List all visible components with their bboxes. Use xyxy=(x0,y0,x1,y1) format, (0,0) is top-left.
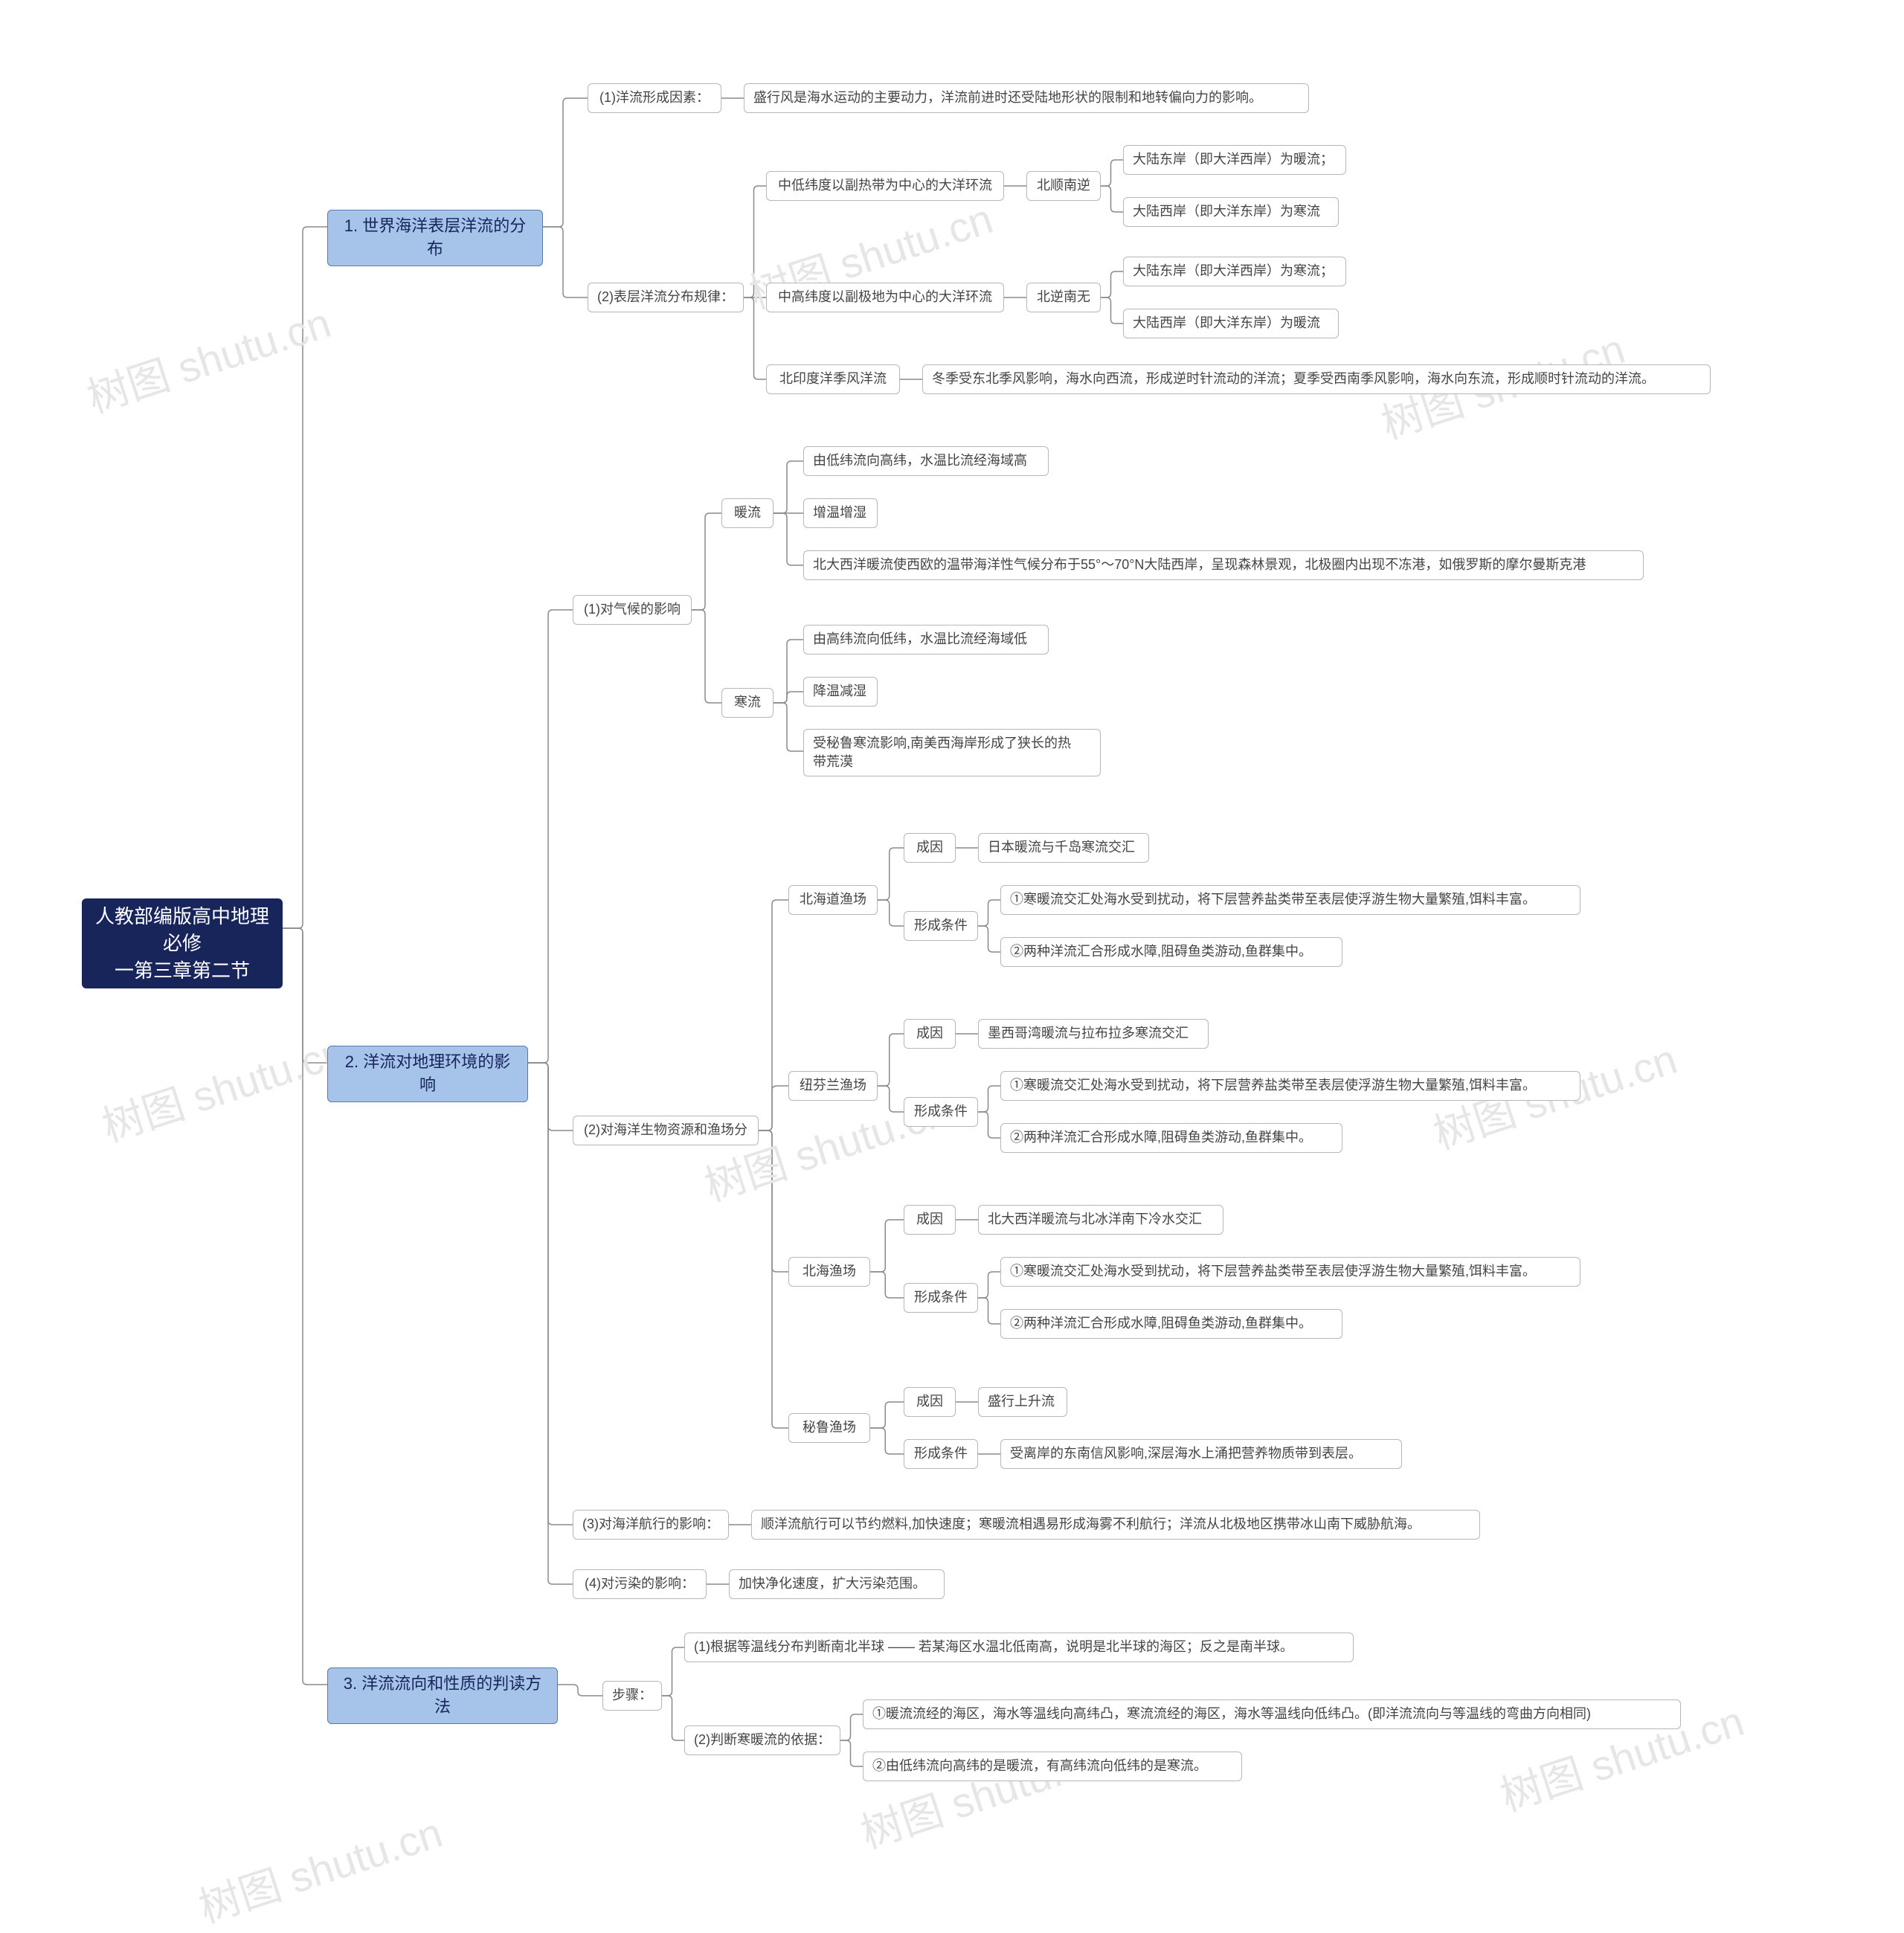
node-s3a1: (1)根据等温线分布判断南北半球 —— 若某海区水温北低南高，说明是北半球的海区… xyxy=(684,1633,1354,1662)
node-s2b3b: 形成条件 xyxy=(904,1283,978,1313)
node-s2: 2. 洋流对地理环境的影响 xyxy=(327,1046,528,1102)
node-s2c: (3)对海洋航行的影响： xyxy=(573,1510,729,1540)
node-s2b3b2: ②两种洋流汇合形成水障,阻碍鱼类游动,鱼群集中。 xyxy=(1000,1309,1342,1339)
node-s1b1a: 北顺南逆 xyxy=(1026,171,1101,201)
node-s2b1a1: 日本暖流与千岛寒流交汇 xyxy=(978,833,1149,863)
node-s2b1b: 形成条件 xyxy=(904,911,978,941)
node-s2b4a1: 盛行上升流 xyxy=(978,1387,1067,1417)
node-s1a1: 盛行风是海水运动的主要动力，洋流前进时还受陆地形状的限制和地转偏向力的影响。 xyxy=(744,83,1309,113)
watermark: 树图 shutu.cn xyxy=(79,290,338,425)
node-s2b1b2: ②两种洋流汇合形成水障,阻碍鱼类游动,鱼群集中。 xyxy=(1000,937,1342,967)
node-s1b3a: 冬季受东北季风影响，海水向西流，形成逆时针流动的洋流；夏季受西南季风影响，海水向… xyxy=(922,364,1711,394)
node-s2a2: 寒流 xyxy=(721,688,774,718)
node-s2b2a1: 墨西哥湾暖流与拉布拉多寒流交汇 xyxy=(978,1019,1209,1049)
node-s2c1: 顺洋流航行可以节约燃料,加快速度；寒暖流相遇易形成海雾不利航行；洋流从北极地区携… xyxy=(751,1510,1480,1540)
node-s3: 3. 洋流流向和性质的判读方法 xyxy=(327,1667,558,1724)
node-s2b4: 秘鲁渔场 xyxy=(788,1413,870,1443)
node-s2b4b: 形成条件 xyxy=(904,1439,978,1469)
node-root: 人教部编版高中地理必修 一第三章第二节 xyxy=(82,898,283,988)
watermark: 树图 shutu.cn xyxy=(852,1725,1111,1861)
node-s2a1: 暖流 xyxy=(721,498,774,528)
node-s2b2b2: ②两种洋流汇合形成水障,阻碍鱼类游动,鱼群集中。 xyxy=(1000,1123,1342,1153)
node-s2b3b1: ①寒暖流交汇处海水受到扰动，将下层营养盐类带至表层使浮游生物大量繁殖,饵料丰富。 xyxy=(1000,1257,1580,1287)
node-s2b1a: 成因 xyxy=(904,833,956,863)
node-s2b2a: 成因 xyxy=(904,1019,956,1049)
node-s2b3a1: 北大西洋暖流与北冰洋南下冷水交汇 xyxy=(978,1205,1223,1235)
node-s2b1: 北海道渔场 xyxy=(788,885,878,915)
node-s2a1a: 由低纬流向高纬，水温比流经海域高 xyxy=(803,446,1049,476)
node-s2d1: 加快净化速度，扩大污染范围。 xyxy=(729,1569,945,1599)
node-s2b2b1: ①寒暖流交汇处海水受到扰动，将下层营养盐类带至表层使浮游生物大量繁殖,饵料丰富。 xyxy=(1000,1071,1580,1101)
node-s1b1a1: 大陆东岸（即大洋西岸）为暖流； xyxy=(1123,145,1346,175)
node-s2b2: 纽芬兰渔场 xyxy=(788,1071,878,1101)
node-s2b3: 北海渔场 xyxy=(788,1257,870,1287)
node-s1a: (1)洋流形成因素： xyxy=(588,83,721,113)
watermark: 树图 shutu.cn xyxy=(94,1019,353,1154)
node-s1b2a: 北逆南无 xyxy=(1026,283,1101,312)
mindmap-canvas: 树图 shutu.cn 树图 shutu.cn 树图 shutu.cn 树图 shut… xyxy=(0,0,1904,1933)
node-s2b4b1: 受离岸的东南信风影响,深层海水上涌把营养物质带到表层。 xyxy=(1000,1439,1402,1469)
node-s2b1b1: ①寒暖流交汇处海水受到扰动，将下层营养盐类带至表层使浮游生物大量繁殖,饵料丰富。 xyxy=(1000,885,1580,915)
node-s1b: (2)表层洋流分布规律： xyxy=(588,283,744,312)
node-s2b2b: 形成条件 xyxy=(904,1097,978,1127)
watermark: 树图 shutu.cn xyxy=(190,1800,449,1933)
node-s3a2: (2)判断寒暖流的依据： xyxy=(684,1725,840,1755)
node-s3a: 步骤： xyxy=(602,1681,662,1711)
node-s2b: (2)对海洋生物资源和渔场分 xyxy=(573,1116,759,1145)
node-s2d: (4)对污染的影响： xyxy=(573,1569,707,1599)
node-s1b3: 北印度洋季风洋流 xyxy=(766,364,900,394)
node-s2b3a: 成因 xyxy=(904,1205,956,1235)
node-s3a2a: ①暖流流经的海区，海水等温线向高纬凸，寒流流经的海区，海水等温线向低纬凸。(即洋… xyxy=(863,1699,1681,1729)
node-s2a: (1)对气候的影响 xyxy=(573,595,692,625)
node-s2a2c: 受秘鲁寒流影响,南美西海岸形成了狭长的热 带荒漠 xyxy=(803,729,1101,776)
node-s1b1a2: 大陆西岸（即大洋东岸）为寒流 xyxy=(1123,197,1339,227)
node-s2a1b: 增温增湿 xyxy=(803,498,878,528)
node-s1: 1. 世界海洋表层洋流的分布 xyxy=(327,210,543,266)
node-s2a1c: 北大西洋暖流使西欧的温带海洋性气候分布于55°～70°N大陆西岸，呈现森林景观，… xyxy=(803,550,1644,580)
node-s1b2: 中高纬度以副极地为中心的大洋环流 xyxy=(766,283,1004,312)
node-s1b2a1: 大陆东岸（即大洋西岸）为寒流； xyxy=(1123,257,1346,286)
node-s2b4a: 成因 xyxy=(904,1387,956,1417)
node-s2a2b: 降温减湿 xyxy=(803,677,878,707)
node-s3a2b: ②由低纬流向高纬的是暖流，有高纬流向低纬的是寒流。 xyxy=(863,1752,1242,1781)
node-s1b2a2: 大陆西岸（即大洋东岸）为暖流 xyxy=(1123,309,1339,338)
node-s1b1: 中低纬度以副热带为中心的大洋环流 xyxy=(766,171,1004,201)
node-s2a2a: 由高纬流向低纬，水温比流经海域低 xyxy=(803,625,1049,654)
